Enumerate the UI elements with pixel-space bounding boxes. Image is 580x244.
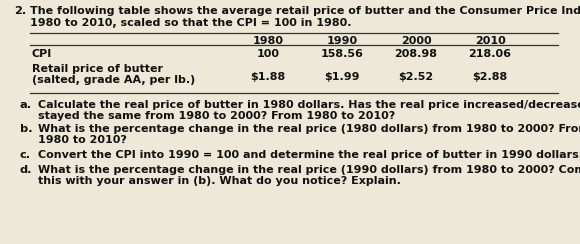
Text: What is the percentage change in the real price (1980 dollars) from 1980 to 2000: What is the percentage change in the rea… (38, 124, 580, 134)
Text: Convert the CPI into 1990 = 100 and determine the real price of butter in 1990 d: Convert the CPI into 1990 = 100 and dete… (38, 150, 580, 160)
Text: stayed the same from 1980 to 2000? From 1980 to 2010?: stayed the same from 1980 to 2000? From … (38, 111, 395, 121)
Text: 2.: 2. (14, 6, 26, 16)
Text: 1990: 1990 (327, 36, 357, 46)
Text: c.: c. (20, 150, 31, 160)
Text: 1980 to 2010?: 1980 to 2010? (38, 135, 127, 145)
Text: 100: 100 (256, 49, 280, 59)
Text: 2010: 2010 (474, 36, 505, 46)
Text: The following table shows the average retail price of butter and the Consumer Pr: The following table shows the average re… (30, 6, 580, 16)
Text: Retail price of butter: Retail price of butter (32, 64, 163, 74)
Text: d.: d. (20, 165, 32, 175)
Text: 158.56: 158.56 (321, 49, 364, 59)
Text: b.: b. (20, 124, 32, 134)
Text: $1.88: $1.88 (251, 72, 285, 82)
Text: $2.52: $2.52 (398, 72, 434, 82)
Text: $2.88: $2.88 (472, 72, 508, 82)
Text: 1980 to 2010, scaled so that the CPI = 100 in 1980.: 1980 to 2010, scaled so that the CPI = 1… (30, 18, 351, 28)
Text: 1980: 1980 (252, 36, 284, 46)
Text: Calculate the real price of butter in 1980 dollars. Has the real price increased: Calculate the real price of butter in 19… (38, 100, 580, 110)
Text: 208.98: 208.98 (394, 49, 437, 59)
Text: CPI: CPI (32, 49, 52, 59)
Text: 2000: 2000 (401, 36, 432, 46)
Text: this with your answer in (b). What do you notice? Explain.: this with your answer in (b). What do yo… (38, 176, 401, 186)
Text: $1.99: $1.99 (324, 72, 360, 82)
Text: 218.06: 218.06 (469, 49, 512, 59)
Text: (salted, grade AA, per lb.): (salted, grade AA, per lb.) (32, 75, 195, 85)
Text: a.: a. (20, 100, 32, 110)
Text: What is the percentage change in the real price (1990 dollars) from 1980 to 2000: What is the percentage change in the rea… (38, 165, 580, 175)
